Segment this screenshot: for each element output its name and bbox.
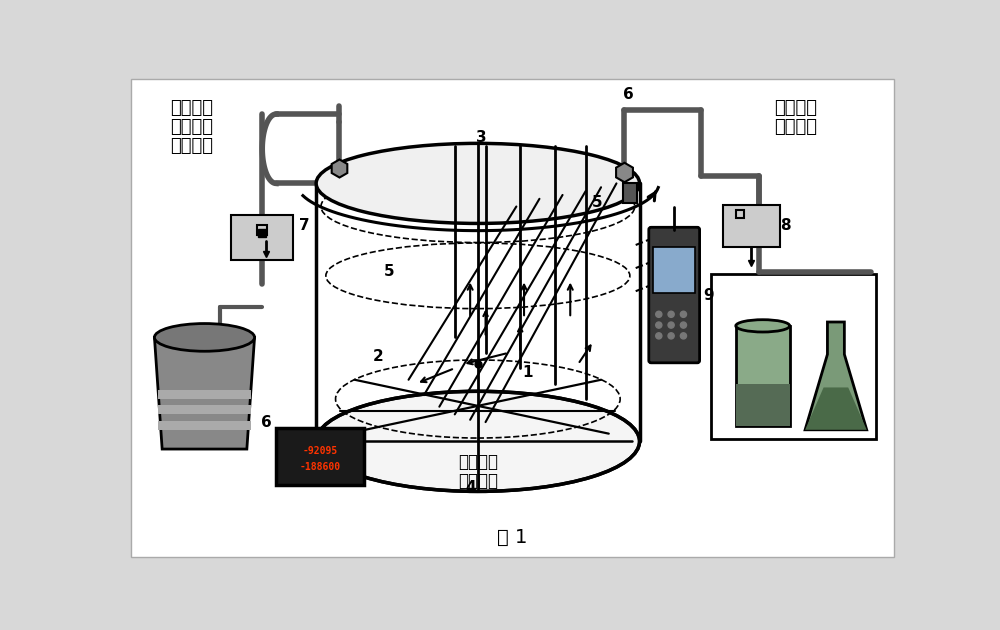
Text: 分析模块: 分析模块 — [774, 118, 817, 136]
Text: 溢油风化: 溢油风化 — [458, 453, 498, 471]
Ellipse shape — [316, 144, 640, 224]
FancyBboxPatch shape — [276, 428, 364, 485]
Polygon shape — [736, 326, 790, 426]
Text: 5: 5 — [592, 195, 603, 210]
FancyBboxPatch shape — [649, 227, 700, 363]
Text: 图 1: 图 1 — [497, 528, 528, 547]
Text: 1: 1 — [523, 365, 533, 379]
Text: 5: 5 — [384, 265, 395, 280]
Text: 8: 8 — [781, 218, 791, 233]
Text: 3: 3 — [476, 130, 487, 145]
Polygon shape — [736, 384, 790, 426]
Circle shape — [680, 333, 687, 339]
Text: 水质取样: 水质取样 — [774, 99, 817, 117]
Text: 9: 9 — [704, 287, 714, 302]
Text: 油品及分: 油品及分 — [170, 99, 213, 117]
Text: 添加模块: 添加模块 — [170, 137, 213, 155]
FancyBboxPatch shape — [623, 183, 637, 203]
Text: -92095: -92095 — [302, 447, 338, 456]
Circle shape — [656, 333, 662, 339]
FancyBboxPatch shape — [158, 421, 251, 430]
Text: 6: 6 — [261, 415, 271, 430]
Polygon shape — [805, 387, 867, 430]
Text: 7: 7 — [299, 218, 310, 233]
Circle shape — [680, 322, 687, 328]
Circle shape — [656, 322, 662, 328]
Circle shape — [656, 311, 662, 318]
Circle shape — [668, 311, 674, 318]
Text: 2: 2 — [372, 349, 383, 364]
Circle shape — [668, 333, 674, 339]
FancyBboxPatch shape — [158, 405, 251, 415]
Text: 6: 6 — [623, 88, 633, 102]
Text: 模拟装置: 模拟装置 — [458, 472, 498, 490]
FancyBboxPatch shape — [723, 205, 780, 246]
Ellipse shape — [736, 319, 790, 332]
Text: 散剂计量: 散剂计量 — [170, 118, 213, 136]
Polygon shape — [154, 338, 255, 449]
Ellipse shape — [316, 391, 640, 491]
Circle shape — [668, 322, 674, 328]
Ellipse shape — [154, 324, 255, 352]
Text: 4: 4 — [465, 480, 475, 495]
FancyBboxPatch shape — [653, 248, 695, 293]
FancyBboxPatch shape — [231, 215, 293, 260]
Circle shape — [680, 311, 687, 318]
FancyBboxPatch shape — [131, 79, 894, 557]
FancyBboxPatch shape — [158, 390, 251, 399]
FancyBboxPatch shape — [711, 274, 876, 439]
Text: -188600: -188600 — [299, 462, 341, 472]
Polygon shape — [805, 322, 867, 430]
